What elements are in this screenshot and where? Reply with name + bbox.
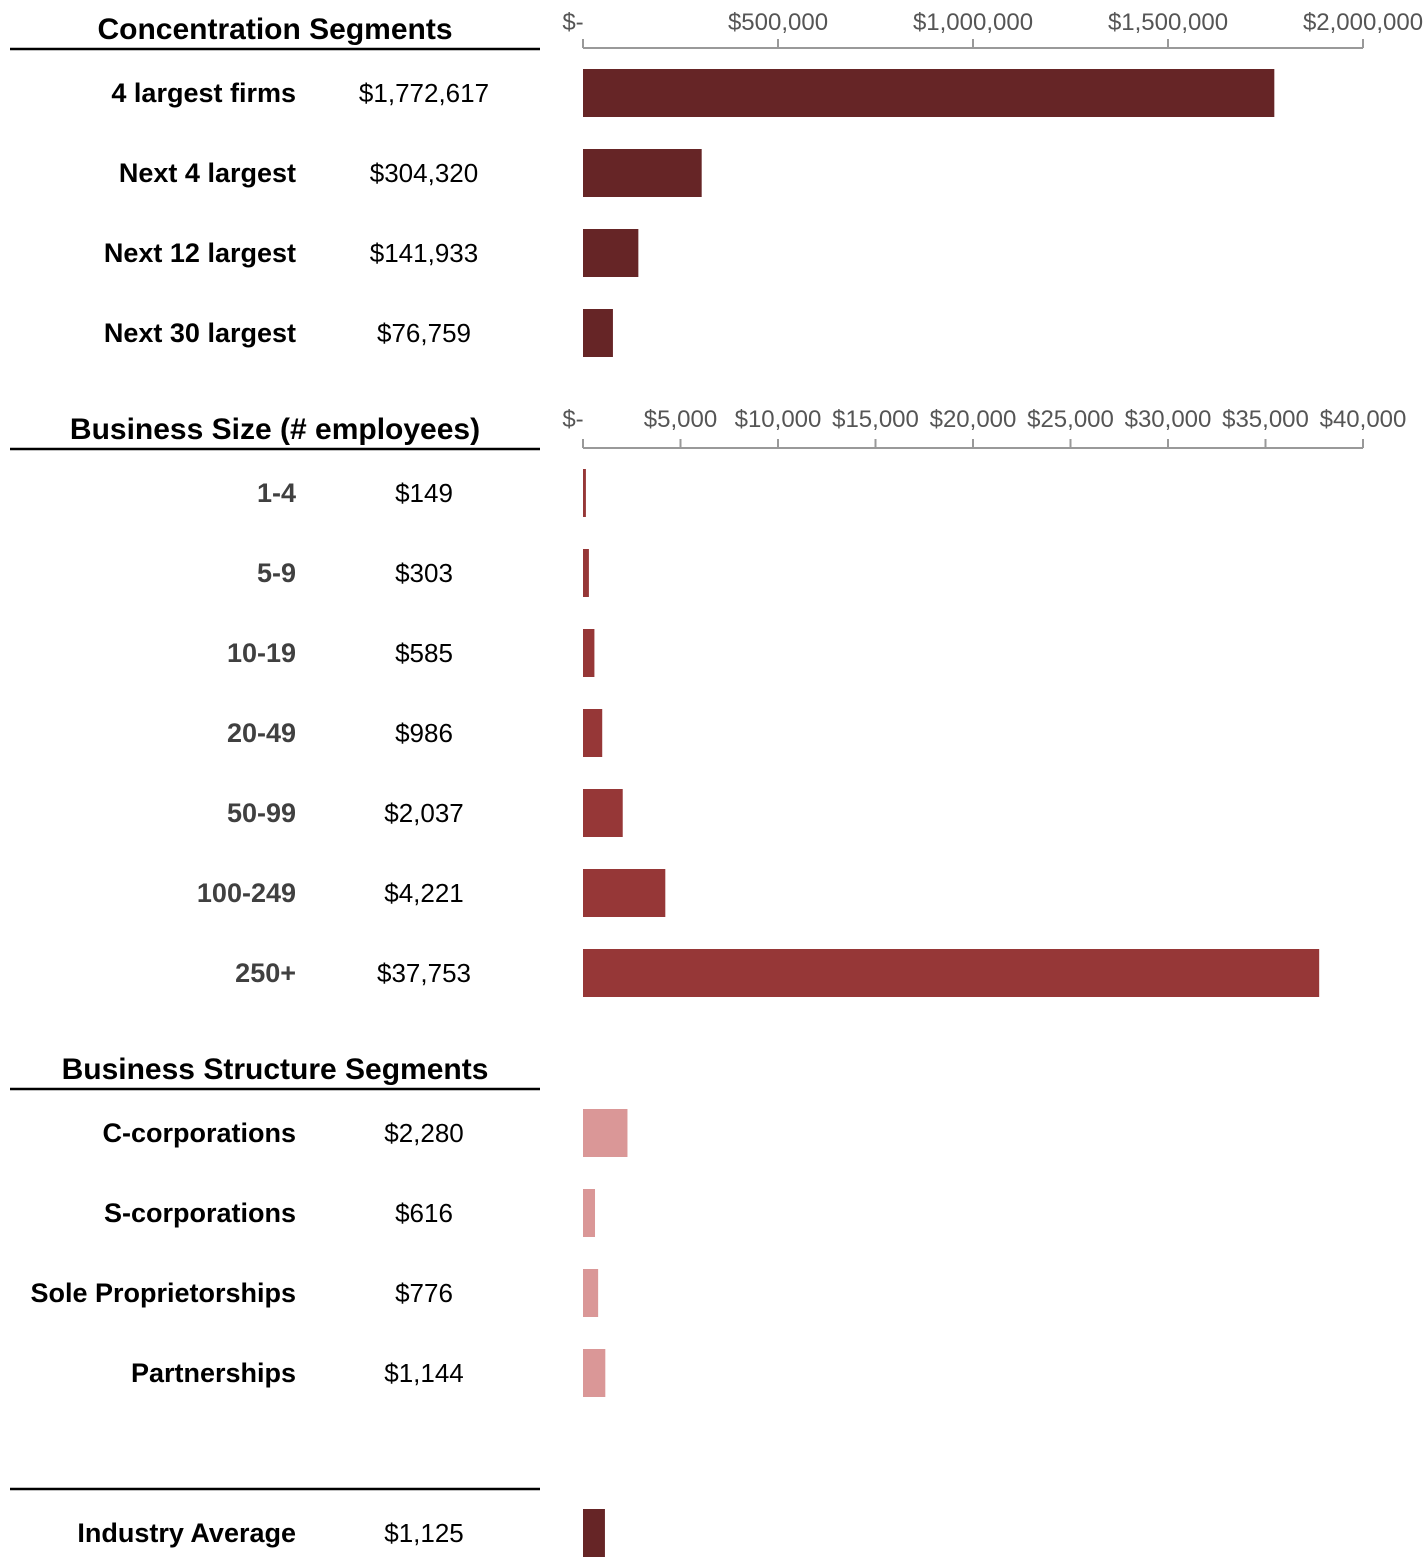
value-label: $986	[395, 718, 453, 748]
panel-1-tick-label: $25,000	[1027, 406, 1114, 433]
bar	[583, 949, 1320, 997]
panel-0-tick-label: $1,000,000	[913, 9, 1033, 36]
panel-1-tick-label: $35,000	[1222, 406, 1309, 433]
bar	[583, 1189, 596, 1237]
value-label: $4,221	[384, 878, 464, 908]
category-label: 5-9	[257, 558, 296, 588]
panel-1-tick-label: $15,000	[832, 406, 919, 433]
bar	[583, 549, 589, 597]
value-label: $2,037	[384, 798, 464, 828]
value-label: $1,144	[384, 1358, 464, 1388]
category-label: Next 12 largest	[104, 238, 296, 268]
category-label: 250+	[235, 958, 296, 988]
category-label: 10-19	[227, 638, 296, 668]
panel-1-tick-label: $5,000	[644, 406, 717, 433]
category-label: Next 30 largest	[104, 318, 296, 348]
category-label: 4 largest firms	[111, 78, 296, 108]
value-label: $76,759	[377, 318, 471, 348]
bar	[583, 309, 613, 357]
bar	[583, 149, 702, 197]
panel-1-tick-label: $10,000	[735, 406, 822, 433]
value-label: $37,753	[377, 958, 471, 988]
panel-1-tick-label: $40,000	[1320, 406, 1407, 433]
bar	[583, 1509, 605, 1557]
category-label: Partnerships	[131, 1358, 296, 1388]
bar	[583, 1269, 599, 1317]
panel-1-tick-label: $30,000	[1125, 406, 1212, 433]
bar	[583, 229, 639, 277]
category-label: 100-249	[197, 878, 296, 908]
value-label: $141,933	[370, 238, 478, 268]
panel-2-title: Business Structure Segments	[62, 1053, 489, 1086]
bar	[583, 789, 623, 837]
value-label: $2,280	[384, 1118, 464, 1148]
category-label: 1-4	[257, 478, 296, 508]
value-label: $149	[395, 478, 453, 508]
category-label: Next 4 largest	[119, 158, 296, 188]
value-label: $304,320	[370, 158, 478, 188]
panel-0-tick-label: $2,000,000	[1303, 9, 1423, 36]
category-label: Sole Proprietorships	[30, 1278, 296, 1308]
panel-1-tick-label: $-	[562, 406, 583, 433]
value-label: $1,125	[384, 1518, 464, 1548]
bar	[583, 469, 586, 517]
value-label: $776	[395, 1278, 453, 1308]
bar	[583, 709, 603, 757]
bar	[583, 869, 666, 917]
value-label: $616	[395, 1198, 453, 1228]
category-label: S-corporations	[104, 1198, 296, 1228]
value-label: $585	[395, 638, 453, 668]
category-label: Industry Average	[77, 1518, 296, 1548]
bar	[583, 69, 1275, 117]
panel-0-tick-label: $1,500,000	[1108, 9, 1228, 36]
bar	[583, 1349, 606, 1397]
panel-0: Concentration Segments $- $500,000 $1,000,0…	[10, 9, 1423, 357]
value-label: $1,772,617	[359, 78, 489, 108]
value-label: $303	[395, 558, 453, 588]
panel-3: Industry Average $1,125	[10, 1487, 605, 1557]
panel-1-tick-label: $20,000	[930, 406, 1017, 433]
category-label: 20-49	[227, 718, 296, 748]
panel-0-tick-label: $500,000	[728, 9, 828, 36]
bar	[583, 1109, 628, 1157]
panel-0-title: Concentration Segments	[97, 13, 452, 46]
category-label: 50-99	[227, 798, 296, 828]
category-label: C-corporations	[102, 1118, 296, 1148]
panel-0-tick-label: $-	[562, 9, 583, 36]
panel-1: Business Size (# employees) $- $5,000 $10,0…	[10, 406, 1406, 997]
bar	[583, 629, 595, 677]
panel-2: Business Structure Segments C-corporation…	[10, 1053, 628, 1397]
panel-1-title: Business Size (# employees)	[70, 413, 480, 446]
